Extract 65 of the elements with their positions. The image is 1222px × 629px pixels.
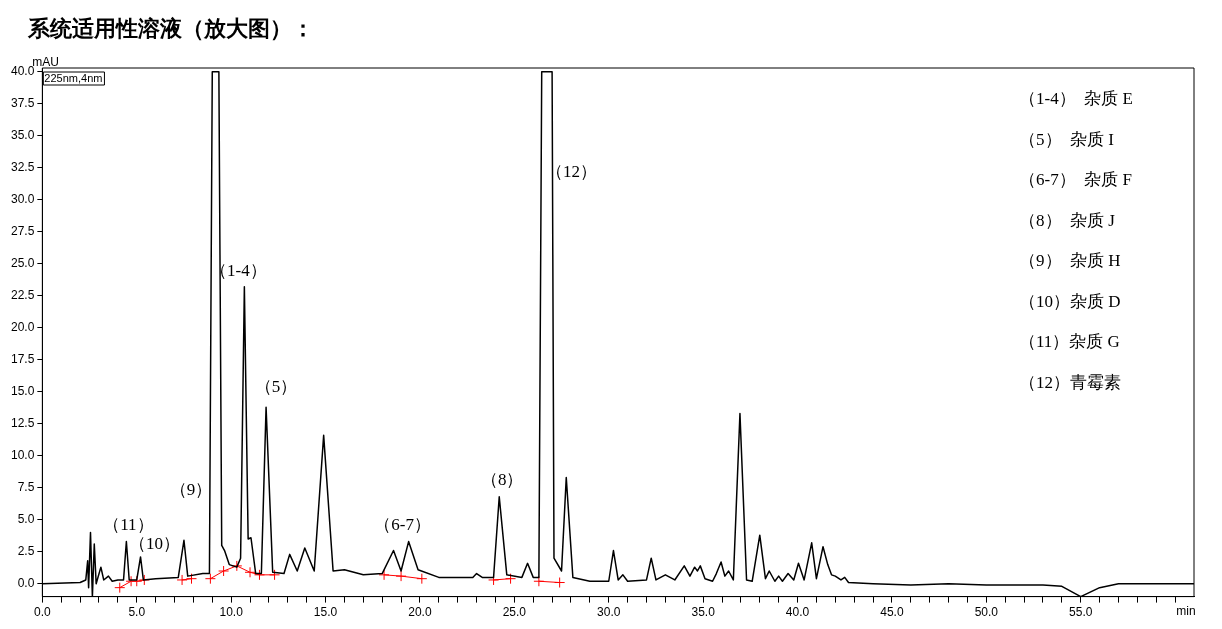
point xyxy=(114,582,126,594)
annotation: （6-7） xyxy=(374,515,431,535)
y-tick-label: 40.0 xyxy=(11,64,35,79)
y-tick-label: 0.0 xyxy=(17,576,35,591)
point xyxy=(176,574,188,586)
annotation: （11） xyxy=(103,515,154,535)
x-tick-label: 15.0 xyxy=(313,605,338,620)
x-tick-label: 0.0 xyxy=(34,605,52,620)
x-tick-label: 25.0 xyxy=(502,605,527,620)
x-tick-label: 10.0 xyxy=(219,605,244,620)
point xyxy=(131,575,143,587)
annotation: （11）杂质 G xyxy=(1019,332,1120,352)
x-tick-label: 50.0 xyxy=(974,605,999,620)
x-tick-label: 30.0 xyxy=(597,605,621,620)
point xyxy=(395,570,407,582)
y-tick-label: 2.5 xyxy=(17,544,35,559)
annotation: （10）杂质 D xyxy=(1019,291,1121,311)
y-tick-label: 37.5 xyxy=(11,96,35,111)
x-tick-label: 55.0 xyxy=(1069,605,1093,620)
point xyxy=(231,560,243,572)
y-tick-label: 35.0 xyxy=(11,128,35,143)
y-tick-label: 5.0 xyxy=(17,512,35,527)
y-tick-label: 17.5 xyxy=(11,352,35,367)
point xyxy=(378,569,390,581)
x-axis-title: min xyxy=(1176,603,1196,618)
x-tick-label: 40.0 xyxy=(785,605,810,620)
y-tick-label: 12.5 xyxy=(11,416,35,431)
y-tick-label: 27.5 xyxy=(11,224,35,239)
annotation: （5） xyxy=(254,376,298,396)
annotation: 225nm,4nm xyxy=(44,71,103,84)
annotation: （9） 杂质 H xyxy=(1019,251,1121,271)
annotation: （12）青霉素 xyxy=(1019,372,1121,392)
x-tick-label: 45.0 xyxy=(880,605,904,620)
x-tick-label: 5.0 xyxy=(128,605,146,620)
point xyxy=(554,577,566,589)
annotation: （6-7） 杂质 F xyxy=(1019,170,1132,190)
point xyxy=(204,573,216,585)
annotation: （8） xyxy=(480,470,524,490)
chart-title: 系统适用性溶液（放大图）： xyxy=(27,15,315,43)
point xyxy=(505,573,517,585)
x-tick-label: 20.0 xyxy=(408,605,432,620)
annotation: （8） 杂质 J xyxy=(1019,210,1116,230)
annotation: （10） xyxy=(129,534,181,554)
y-tick-label: 20.0 xyxy=(11,320,35,335)
annotation: （5） 杂质 I xyxy=(1019,129,1115,149)
point xyxy=(138,574,150,586)
y-tick-label: 30.0 xyxy=(11,192,35,207)
y-tick-label: 15.0 xyxy=(11,384,35,399)
point xyxy=(269,569,281,581)
point xyxy=(533,575,545,587)
y-tick-label: 7.5 xyxy=(17,480,35,495)
point xyxy=(244,566,256,578)
point xyxy=(218,565,230,577)
point xyxy=(186,573,197,585)
y-tick-label: 10.0 xyxy=(11,448,35,463)
y-tick-label: 25.0 xyxy=(11,256,35,271)
x-tick-label: 35.0 xyxy=(691,605,716,620)
annotation: （9） xyxy=(169,479,213,499)
point xyxy=(253,569,265,581)
y-tick-label: 22.5 xyxy=(11,288,35,303)
annotation: （12） xyxy=(545,162,597,182)
point xyxy=(416,573,428,585)
annotation: （1-4） 杂质 E xyxy=(1019,89,1133,109)
annotation: （1-4） xyxy=(210,261,267,281)
y-tick-label: 32.5 xyxy=(11,160,35,175)
